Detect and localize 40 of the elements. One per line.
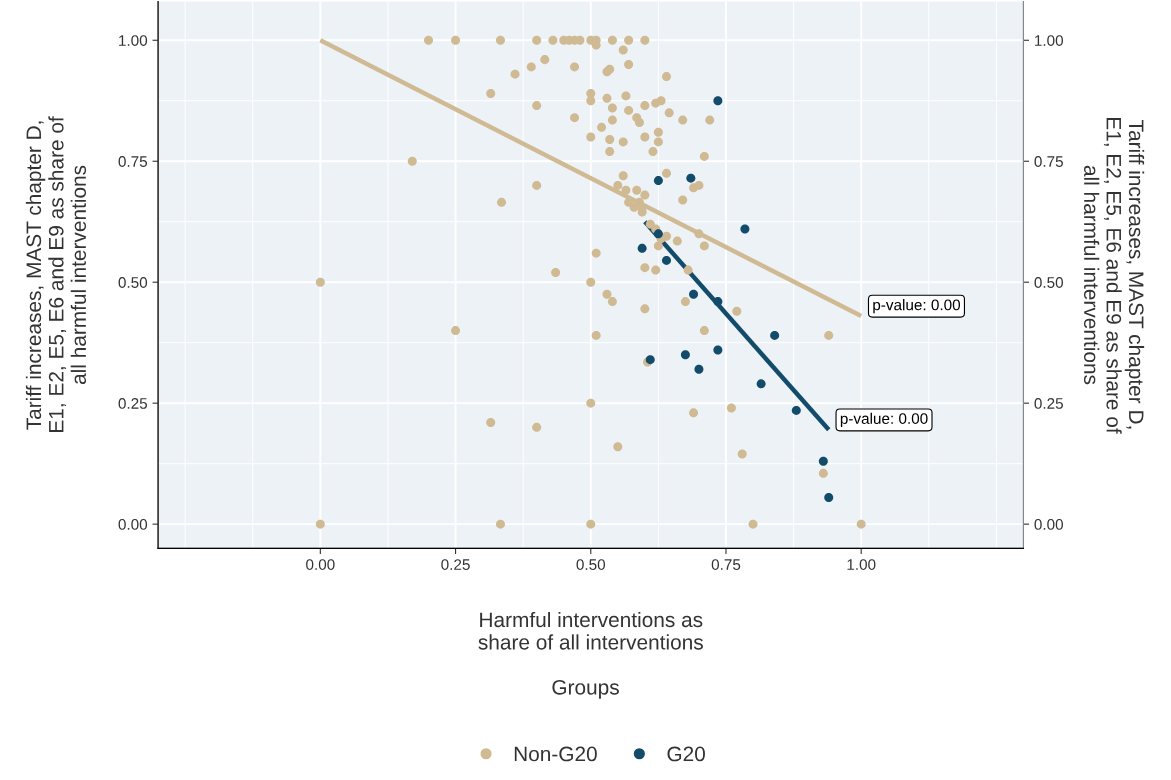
y2-tick-label: 0.75 [1034,156,1063,167]
y-tick-label: 1.00 [119,35,148,46]
point [653,176,663,186]
x-tick-label: 0.75 [711,559,741,570]
x-tick-label: 0.00 [306,559,335,570]
legend-title: Groups [552,679,619,699]
point [756,379,766,389]
annotation: p-value: 0.00 [840,412,928,428]
point [770,330,780,340]
y-tick-label: 0.75 [118,156,148,167]
y2-tick-label: 1.00 [1035,35,1064,46]
point [661,255,671,265]
x-tick-label: 0.25 [441,559,470,570]
point [713,96,723,106]
x-tick-label: 0.50 [576,559,606,570]
legend-label: Non-G20 [514,746,597,762]
point [791,405,801,415]
y2-tick-label: 0.25 [1034,398,1063,409]
y2-tick-label: 0.00 [1034,519,1064,530]
y-tick-label: 0.25 [118,398,148,409]
point [740,224,750,234]
point [694,364,704,374]
y-tick-label: 0.00 [118,519,148,530]
point [824,493,834,503]
point [689,289,699,299]
point [680,350,690,360]
y2-axis-title: Tariff increases, MAST chapter D, E1, E2, E5, E6 and E9 as share of all harmful interventions [1083,118,1145,434]
y-tick-label: 0.50 [118,277,148,288]
x-tick-label: 1.00 [847,559,876,570]
annotation: p-value: 0.00 [873,299,961,314]
y2-tick-label: 0.50 [1034,277,1064,288]
point [637,243,647,253]
point [818,456,828,466]
point [713,297,723,307]
point [653,229,663,239]
y-axis-title: Tariff increases, MAST chapter D, E1, E2, E5, E6 and E9 as share of all harmful interventions [25,116,87,432]
point [686,173,696,183]
point [713,345,723,355]
x-axis-title: Harmful interventions as share of all interventions [478,611,703,650]
legend-label: G20 [667,746,705,762]
